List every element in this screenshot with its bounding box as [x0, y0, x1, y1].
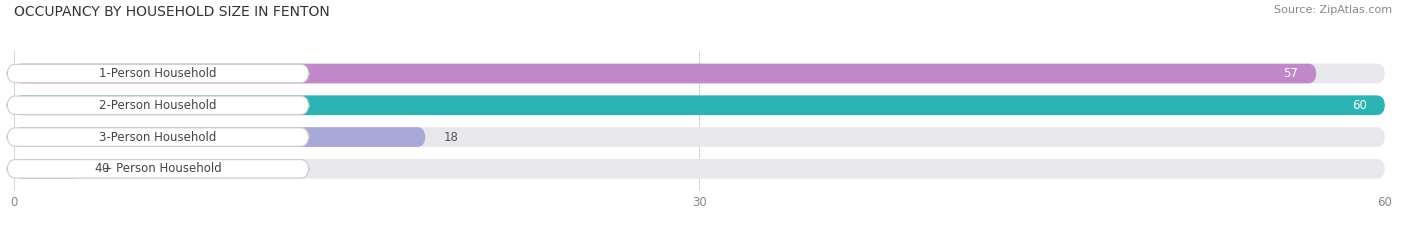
FancyBboxPatch shape: [14, 127, 426, 147]
FancyBboxPatch shape: [14, 96, 1385, 115]
Text: 60: 60: [1351, 99, 1367, 112]
Text: 3-Person Household: 3-Person Household: [100, 130, 217, 144]
Text: 0: 0: [101, 162, 108, 175]
FancyBboxPatch shape: [7, 128, 309, 146]
Text: 2-Person Household: 2-Person Household: [100, 99, 217, 112]
Text: 57: 57: [1284, 67, 1298, 80]
FancyBboxPatch shape: [14, 64, 1385, 83]
Text: Source: ZipAtlas.com: Source: ZipAtlas.com: [1274, 5, 1392, 15]
Text: 18: 18: [444, 130, 458, 144]
Text: OCCUPANCY BY HOUSEHOLD SIZE IN FENTON: OCCUPANCY BY HOUSEHOLD SIZE IN FENTON: [14, 5, 330, 19]
FancyBboxPatch shape: [14, 159, 1385, 179]
FancyBboxPatch shape: [14, 64, 1316, 83]
Text: 1-Person Household: 1-Person Household: [100, 67, 217, 80]
FancyBboxPatch shape: [7, 160, 309, 178]
FancyBboxPatch shape: [14, 96, 1385, 115]
FancyBboxPatch shape: [7, 96, 309, 114]
FancyBboxPatch shape: [14, 159, 83, 179]
Text: 4+ Person Household: 4+ Person Household: [94, 162, 221, 175]
FancyBboxPatch shape: [7, 64, 309, 83]
FancyBboxPatch shape: [14, 127, 1385, 147]
